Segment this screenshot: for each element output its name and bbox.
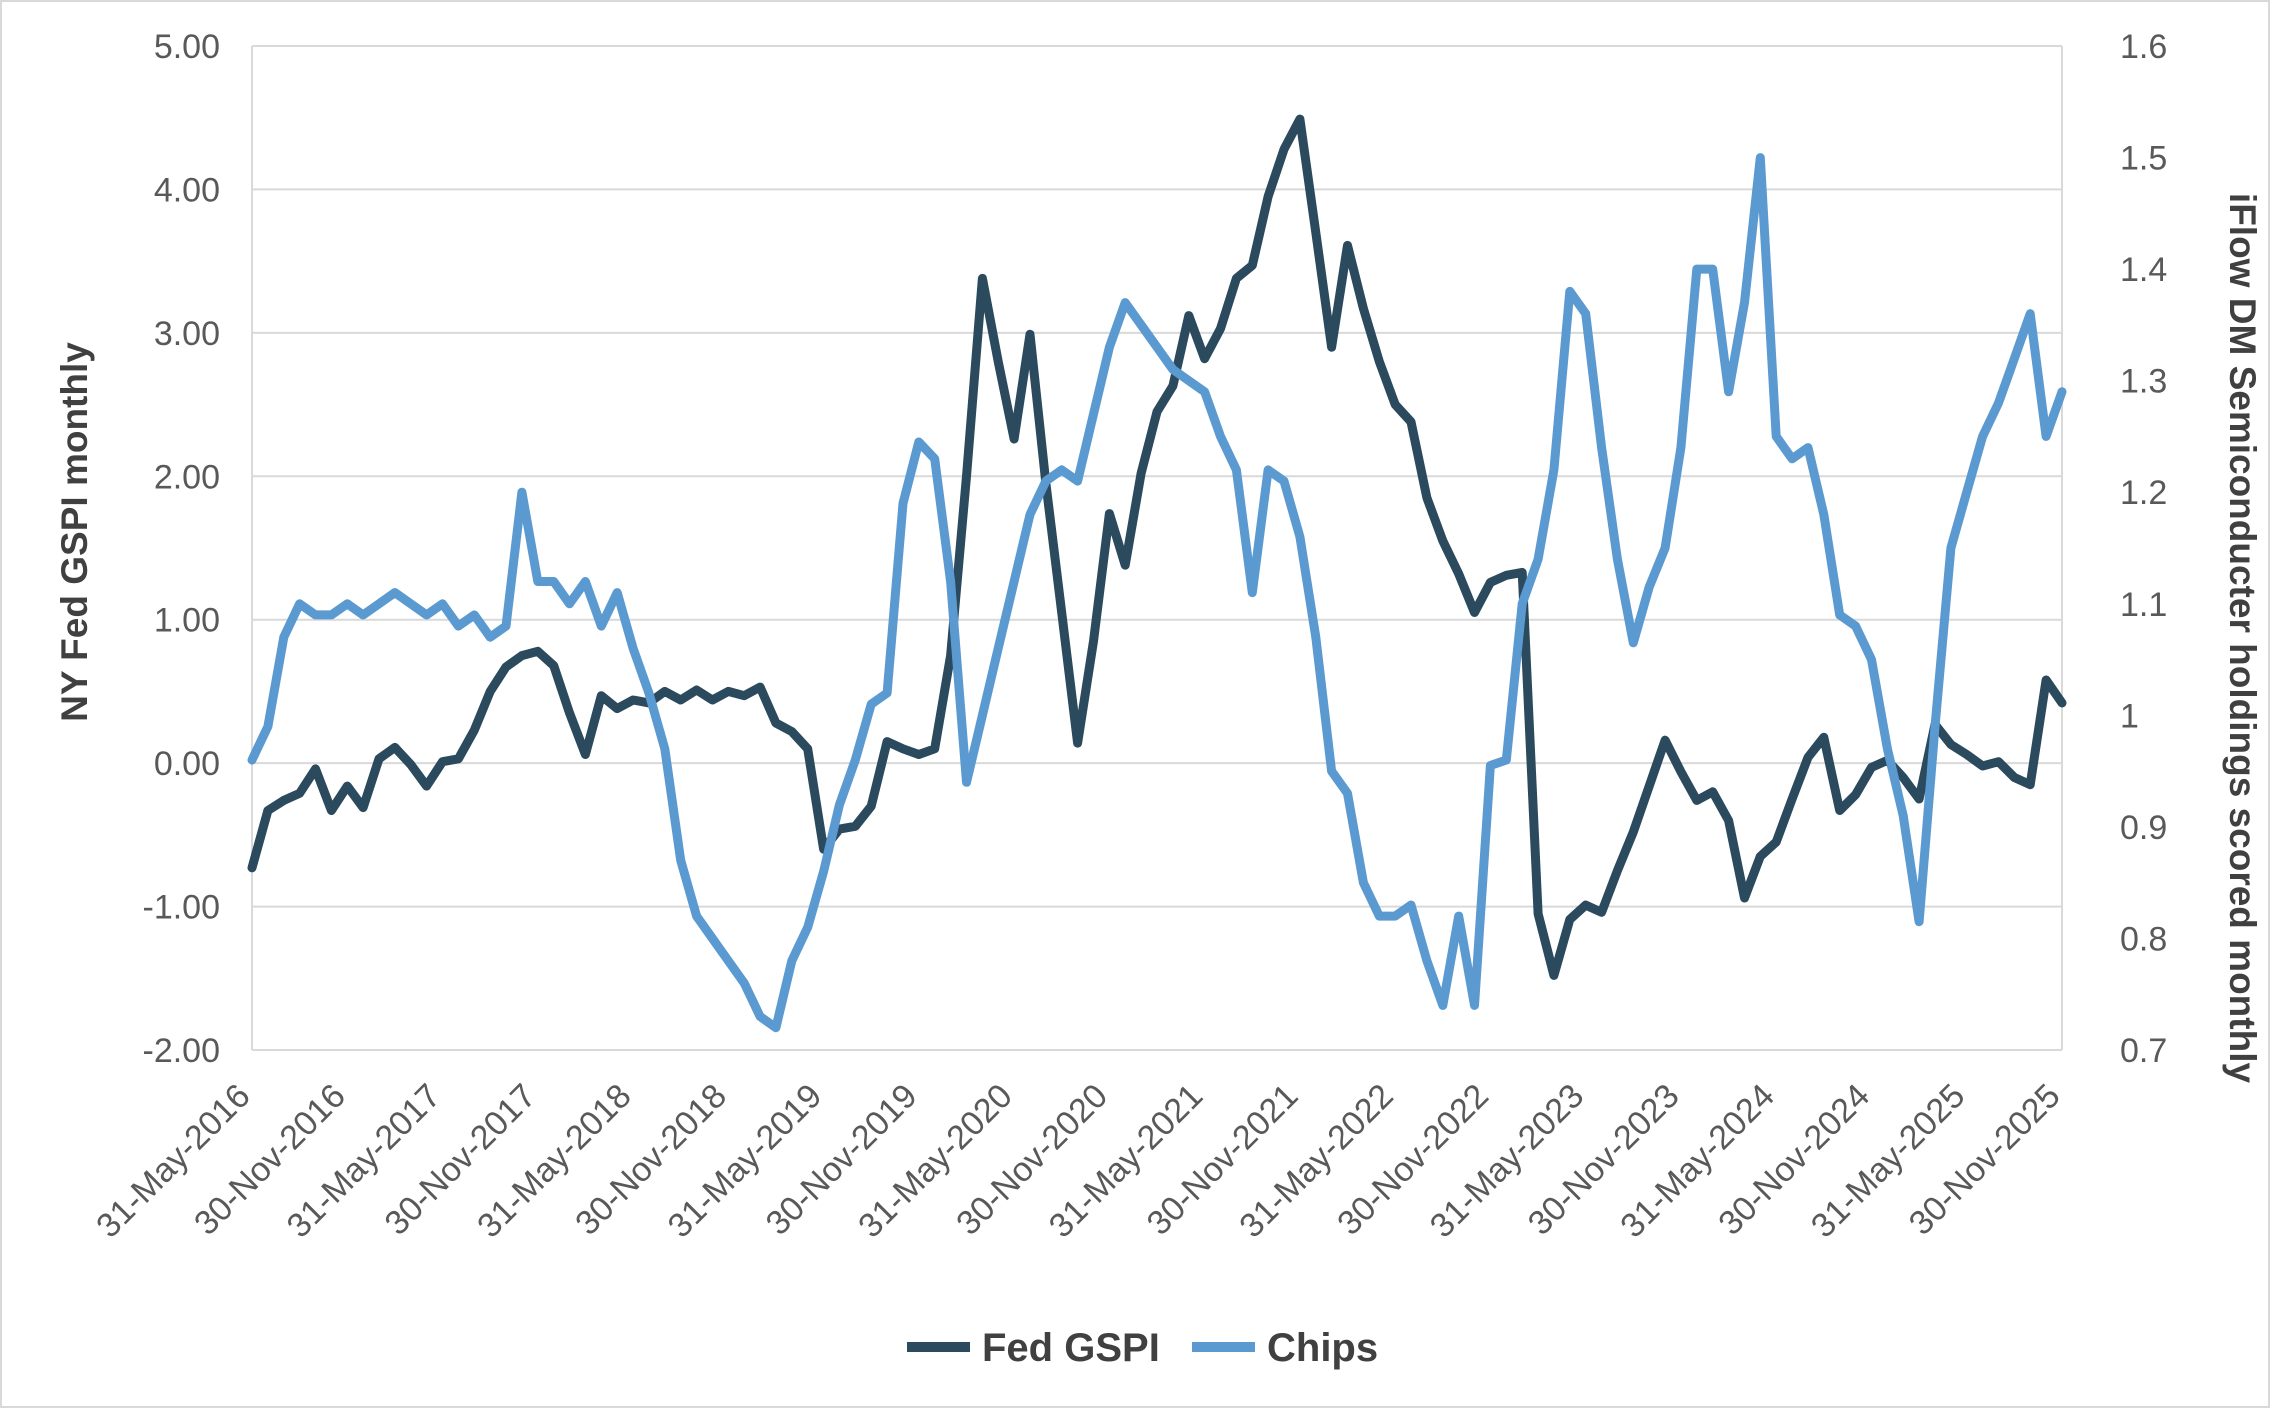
left-axis-tick: -1.00	[143, 889, 221, 927]
legend: Fed GSPI Chips	[907, 1326, 1378, 1370]
right-axis-tick: 1.4	[2120, 251, 2167, 289]
left-axis-tick: 5.00	[154, 28, 220, 66]
right-axis-tick: 1.1	[2120, 586, 2167, 624]
right-axis-tick: 0.7	[2120, 1032, 2167, 1070]
gridlines	[252, 45, 2062, 1051]
right-axis-title: iFlow DM Semiconducter holdings scored m…	[2222, 193, 2263, 1084]
series-line-fed-gspi	[247, 114, 2067, 980]
legend-label-chips: Chips	[1267, 1326, 1378, 1370]
right-axis-tick: 1.5	[2120, 140, 2167, 178]
left-axis-title: NY Fed GSPI monthly	[54, 342, 95, 722]
plot-area-edges	[251, 46, 2063, 1050]
right-axis-tick-labels: 1.6 1.5 1.4 1.3 1.2 1.1 1 0.9 0.8 0.7	[2120, 28, 2167, 1070]
left-axis-tick: 2.00	[154, 458, 220, 496]
left-axis-tick-labels: 5.00 4.00 3.00 2.00 1.00 0.00 -1.00 -2.00	[143, 28, 221, 1070]
left-axis-tick: 0.00	[154, 745, 220, 783]
right-axis-tick: 1.6	[2120, 28, 2167, 66]
right-axis-tick: 1	[2120, 697, 2139, 735]
x-axis-tick-labels: 31-May-201630-Nov-201631-May-201730-Nov-…	[89, 1077, 2068, 1246]
left-axis-tick: -2.00	[143, 1032, 221, 1070]
left-axis-tick: 4.00	[154, 171, 220, 209]
series-line-chips	[247, 153, 2067, 1033]
left-axis-tick: 3.00	[154, 315, 220, 353]
right-axis-tick: 0.8	[2120, 920, 2167, 958]
right-axis-tick: 1.3	[2120, 363, 2167, 401]
right-axis-tick: 0.9	[2120, 809, 2167, 847]
right-axis-tick: 1.2	[2120, 474, 2167, 512]
left-axis-tick: 1.00	[154, 602, 220, 640]
legend-label-fed-gspi: Fed GSPI	[982, 1326, 1160, 1370]
series-lines	[247, 114, 2067, 1033]
